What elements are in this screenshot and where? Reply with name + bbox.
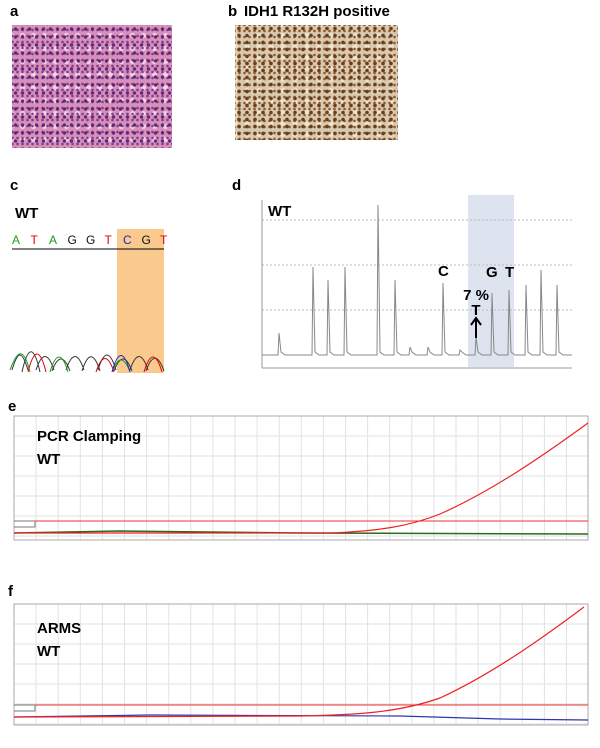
base: A bbox=[49, 233, 57, 247]
panel-label: c bbox=[10, 177, 18, 194]
marker bbox=[14, 704, 36, 712]
plot-frame bbox=[13, 415, 589, 541]
marker bbox=[14, 520, 36, 528]
sample-label: WT bbox=[268, 203, 291, 220]
curve bbox=[14, 422, 589, 534]
peak-label: C bbox=[438, 263, 449, 280]
he-image bbox=[12, 25, 172, 148]
sample-label: WT bbox=[37, 451, 60, 468]
curve bbox=[13, 606, 585, 718]
chromatogram bbox=[11, 351, 165, 373]
chromatogram bbox=[111, 355, 131, 373]
peak-label: T bbox=[505, 264, 514, 281]
sample-label: WT bbox=[37, 643, 60, 660]
panel-label: b bbox=[228, 3, 237, 20]
arrow bbox=[470, 316, 482, 338]
annotation: T bbox=[471, 302, 480, 319]
peak-label: G bbox=[486, 264, 498, 281]
base: T bbox=[105, 233, 113, 247]
method-label: ARMS bbox=[37, 620, 81, 637]
base: G bbox=[142, 233, 151, 247]
base: G bbox=[86, 233, 95, 247]
panel-label: e bbox=[8, 398, 16, 415]
curve bbox=[13, 530, 589, 535]
base: G bbox=[68, 233, 77, 247]
plot-frame bbox=[13, 603, 589, 726]
base: C bbox=[123, 233, 132, 247]
curve bbox=[13, 714, 589, 721]
ihc-image bbox=[235, 25, 398, 140]
annotation: 7 % bbox=[463, 287, 489, 304]
highlight bbox=[117, 229, 164, 373]
base: A bbox=[12, 233, 20, 247]
panel-title: IDH1 R132H positive bbox=[244, 3, 390, 20]
panel-label: d bbox=[232, 177, 241, 194]
method-label: PCR Clamping bbox=[37, 428, 141, 445]
chromatogram bbox=[27, 353, 163, 373]
panel-label: f bbox=[8, 583, 14, 600]
base: T bbox=[160, 233, 168, 247]
sample-label: WT bbox=[15, 205, 38, 222]
pyrogram bbox=[262, 204, 572, 356]
panel-label: a bbox=[10, 3, 19, 20]
base: T bbox=[31, 233, 39, 247]
